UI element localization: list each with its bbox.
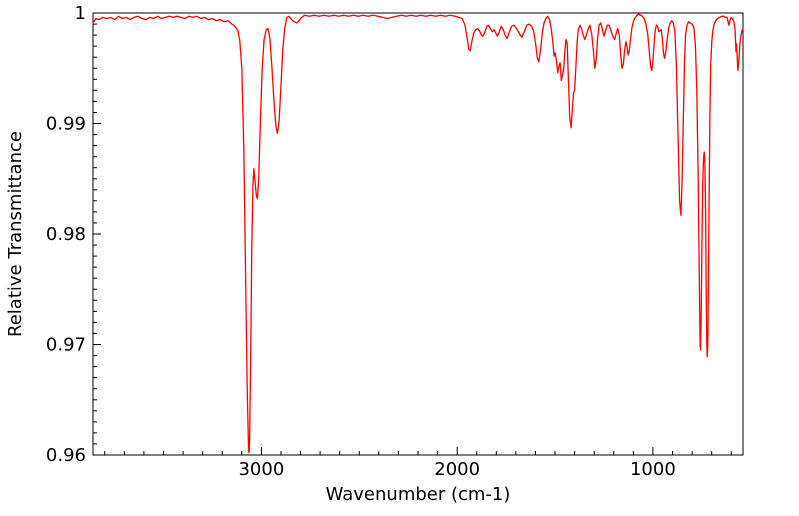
plot-frame xyxy=(92,12,744,456)
y-axis-title: Relative Transmittance xyxy=(5,131,26,337)
y-axis-tick-labels: 0.96 0.97 0.98 0.99 1 xyxy=(46,3,86,466)
spectrum-line xyxy=(92,13,744,454)
y-tick-label: 0.96 xyxy=(46,445,86,466)
x-axis-title: Wavenumber (cm-1) xyxy=(326,484,511,505)
y-axis-ticks xyxy=(93,12,101,456)
y-tick-label: 1 xyxy=(75,3,86,24)
y-tick-label: 0.98 xyxy=(46,224,86,245)
x-tick-label: 2000 xyxy=(434,459,480,480)
y-tick-label: 0.97 xyxy=(46,335,86,356)
y-tick-label: 0.99 xyxy=(46,114,86,135)
x-tick-label: 3000 xyxy=(238,459,284,480)
x-tick-label: 1000 xyxy=(630,459,676,480)
x-axis-tick-labels: 3000 2000 1000 xyxy=(238,459,675,480)
x-axis-ticks xyxy=(104,447,732,455)
